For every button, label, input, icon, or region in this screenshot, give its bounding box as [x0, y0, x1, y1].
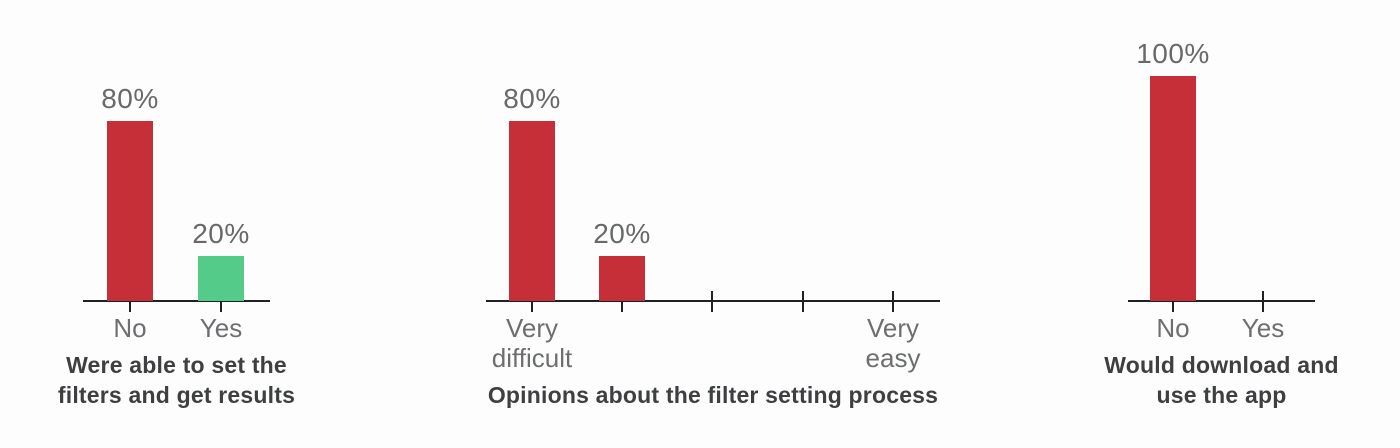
axis-tick-mark [711, 291, 713, 312]
x-axis-line [1128, 300, 1315, 302]
bar [509, 121, 555, 301]
bar-value-label: 80% [503, 83, 561, 114]
chart-title: Opinions about the filter setting proces… [487, 382, 939, 408]
bar [107, 121, 153, 301]
axis-tick-mark [531, 291, 533, 312]
bar-value-label: 20% [593, 218, 651, 249]
x-axis-line [486, 300, 940, 302]
tick-label: Very easy [865, 313, 921, 373]
bar [599, 256, 645, 301]
axis-tick-mark [621, 291, 623, 312]
bar-value-label: 80% [101, 83, 159, 114]
chart-title: Were able to set the filters and get res… [57, 352, 296, 408]
chart-title: Would download and use the app [1104, 352, 1339, 408]
axis-tick-mark [129, 291, 131, 312]
axis-tick-mark [802, 291, 804, 312]
tick-label: Very difficult [491, 313, 573, 373]
tick-label: No [113, 313, 147, 343]
axis-tick-mark [892, 291, 894, 312]
x-axis-line [83, 300, 270, 302]
bar [1150, 76, 1196, 301]
tick-label: No [1156, 313, 1190, 343]
tick-label: Yes [1241, 313, 1285, 343]
bar [198, 256, 244, 301]
tick-label: Yes [199, 313, 243, 343]
bar-value-label: 100% [1136, 38, 1210, 69]
axis-tick-mark [1262, 291, 1264, 312]
bar-value-label: 20% [192, 218, 250, 249]
axis-tick-mark [220, 291, 222, 312]
axis-tick-mark [1172, 291, 1174, 312]
